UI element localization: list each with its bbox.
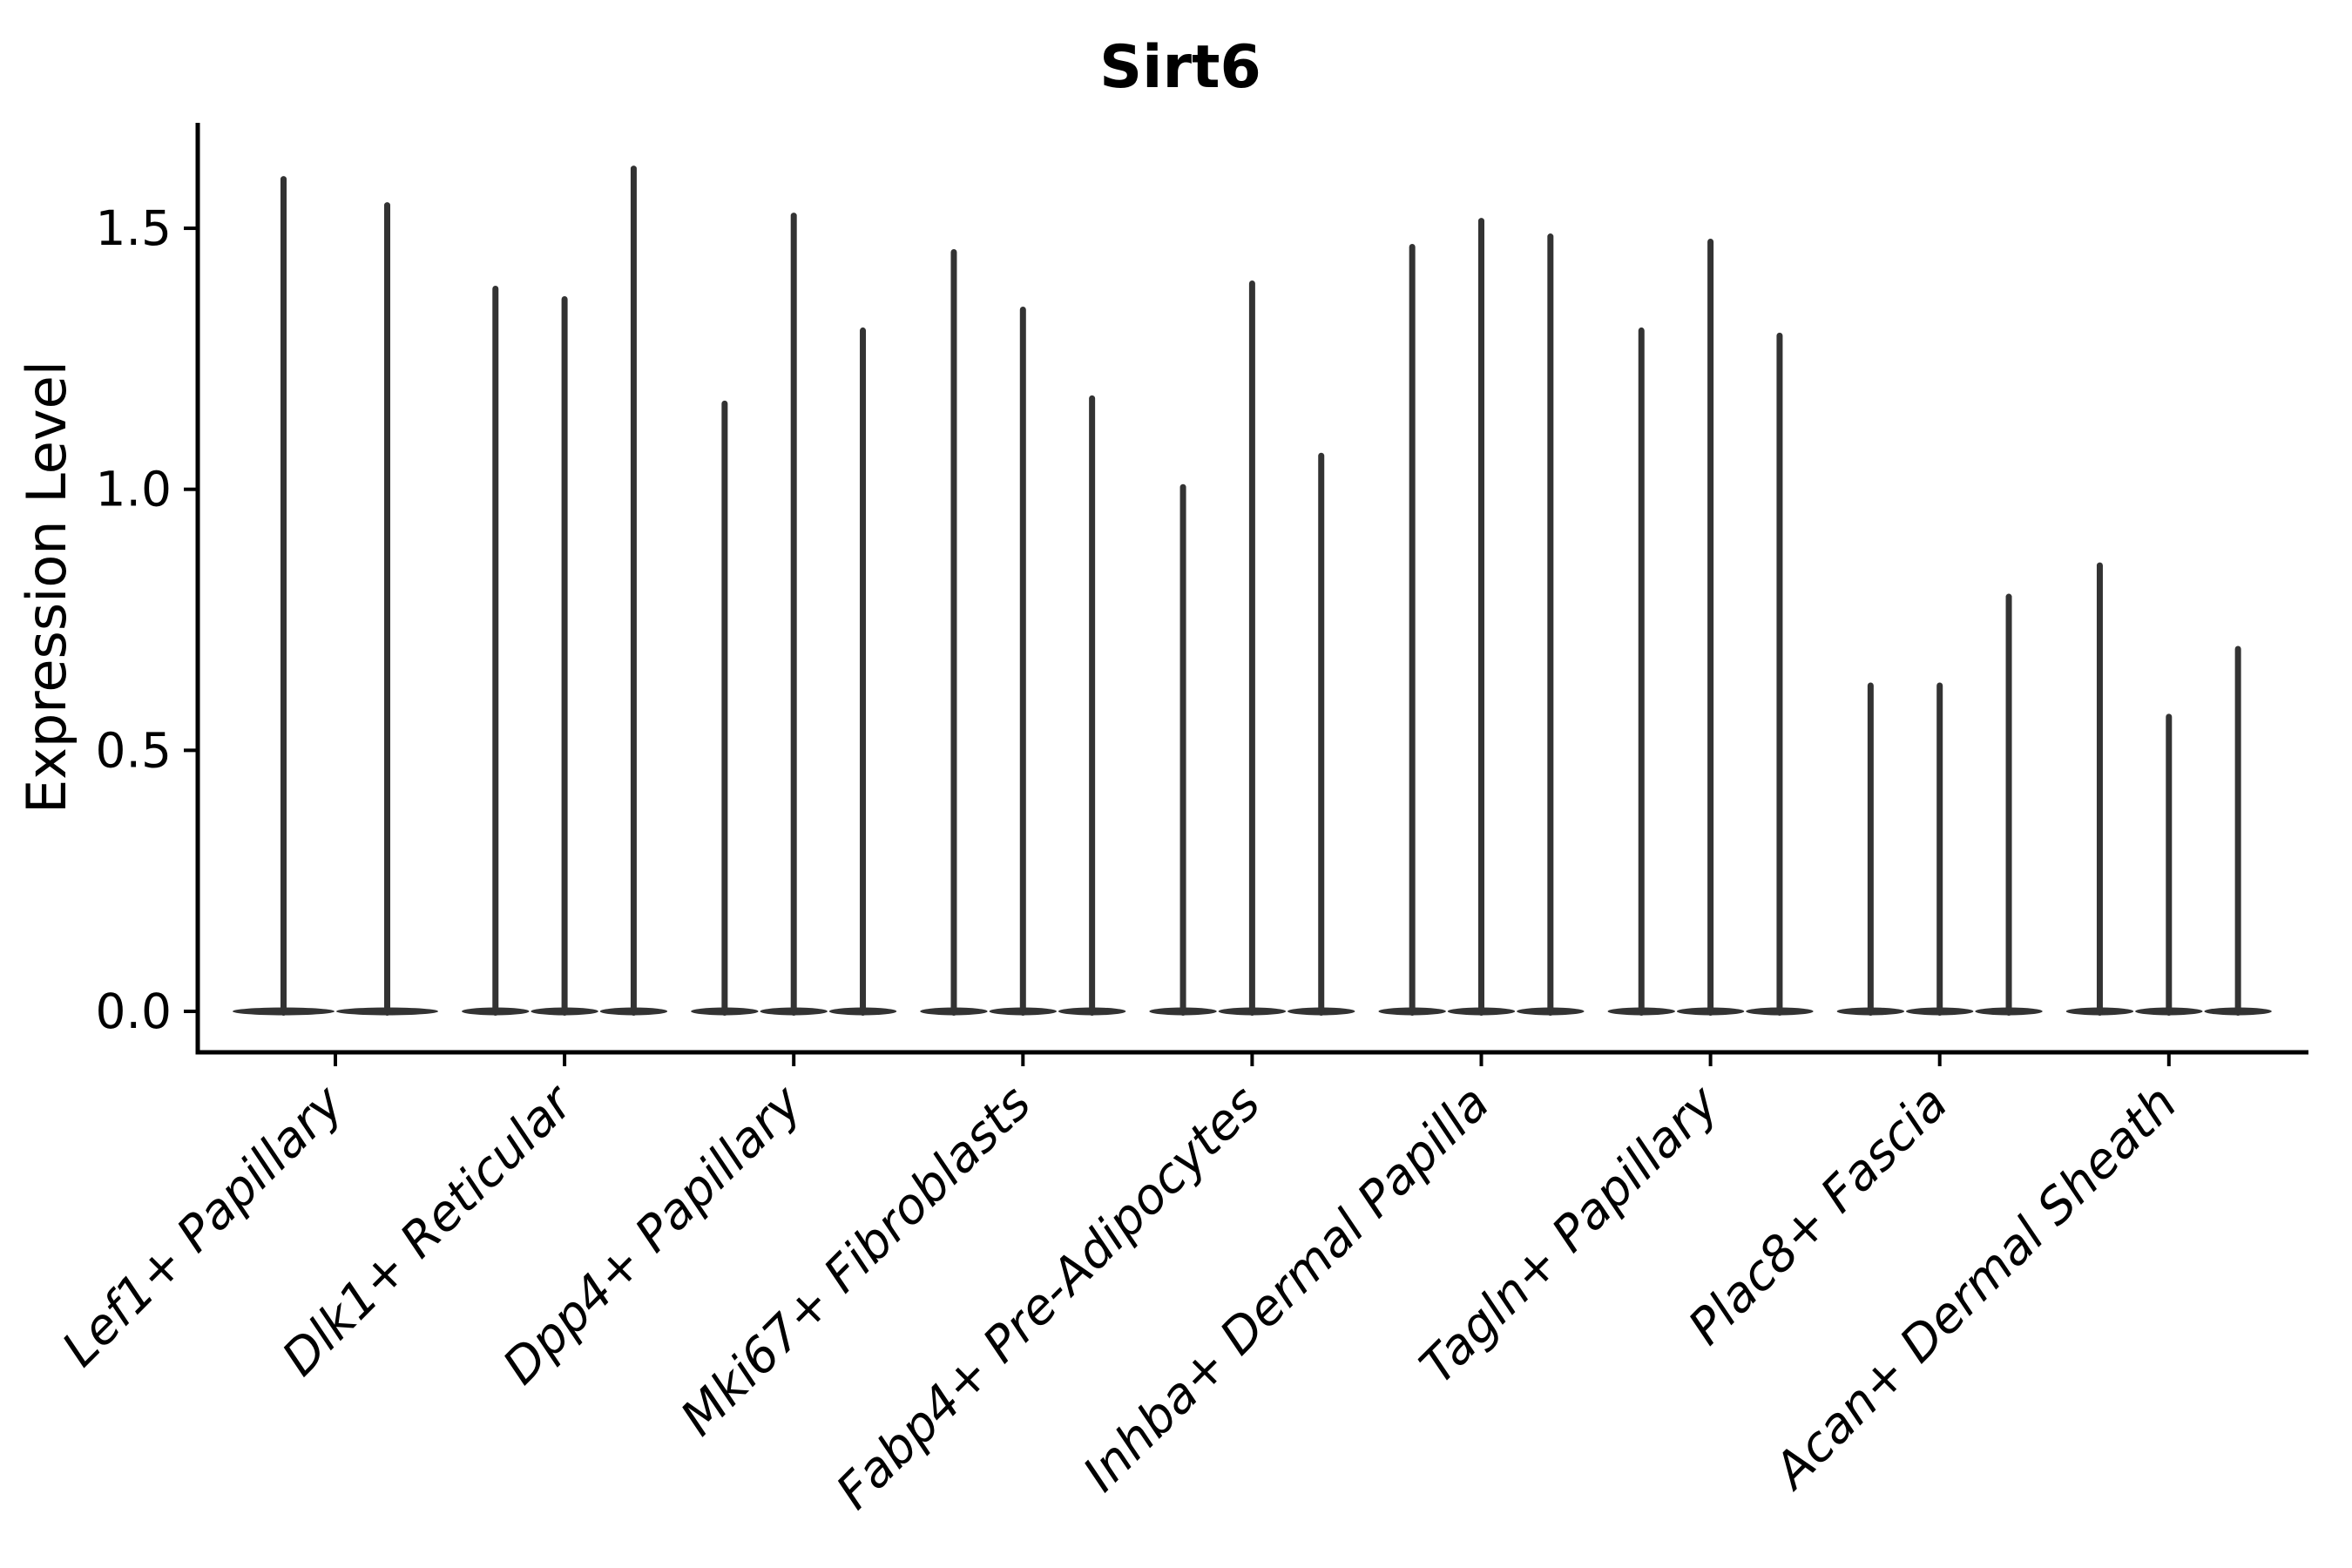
y-tick-label: 1.5 bbox=[96, 200, 172, 256]
violin-spike bbox=[950, 249, 957, 1017]
axes-spines bbox=[195, 123, 2308, 1055]
violin-spike bbox=[790, 213, 797, 1017]
y-axis-label: Expression Level bbox=[15, 361, 78, 814]
violin-spike bbox=[1547, 233, 1554, 1017]
violin-spike bbox=[1478, 218, 1484, 1017]
violin-spike bbox=[860, 327, 867, 1016]
violin-spike bbox=[1318, 452, 1325, 1016]
violin-spike bbox=[280, 176, 287, 1016]
violin-spike bbox=[2166, 713, 2173, 1016]
violin-spike bbox=[721, 400, 728, 1017]
x-tick-label: Fabp4+ Pre-Adipocytes bbox=[826, 1075, 1271, 1520]
violin-spike bbox=[1089, 395, 1096, 1016]
violin-spike bbox=[384, 202, 390, 1016]
violin-spike bbox=[1707, 239, 1714, 1016]
violin-spike bbox=[1638, 327, 1645, 1016]
violin-spike bbox=[1248, 280, 1255, 1017]
violin-spike bbox=[1936, 682, 1943, 1016]
violin-spike bbox=[492, 285, 499, 1016]
violin-spike bbox=[2234, 645, 2241, 1016]
x-tick-label: Acan+ Dermal Sheath bbox=[1762, 1075, 2188, 1501]
violin-spike bbox=[1409, 244, 1416, 1016]
violin-spike bbox=[2005, 593, 2012, 1016]
y-tick-label: 1.0 bbox=[96, 462, 172, 517]
y-tick-label: 0.5 bbox=[96, 722, 172, 778]
x-tick-label: Inhba+ Dermal Papilla bbox=[1072, 1075, 1500, 1503]
violin-spike bbox=[2096, 562, 2103, 1016]
violin-spike bbox=[1179, 483, 1186, 1016]
violin-spike bbox=[1776, 332, 1783, 1016]
violin-spike bbox=[630, 166, 637, 1016]
chart-title: Sirt6 bbox=[1099, 33, 1261, 102]
violin-spike bbox=[561, 295, 568, 1017]
y-tick-label: 0.0 bbox=[96, 983, 172, 1039]
violin-spike bbox=[1019, 306, 1026, 1016]
violin-spike bbox=[1867, 682, 1874, 1016]
